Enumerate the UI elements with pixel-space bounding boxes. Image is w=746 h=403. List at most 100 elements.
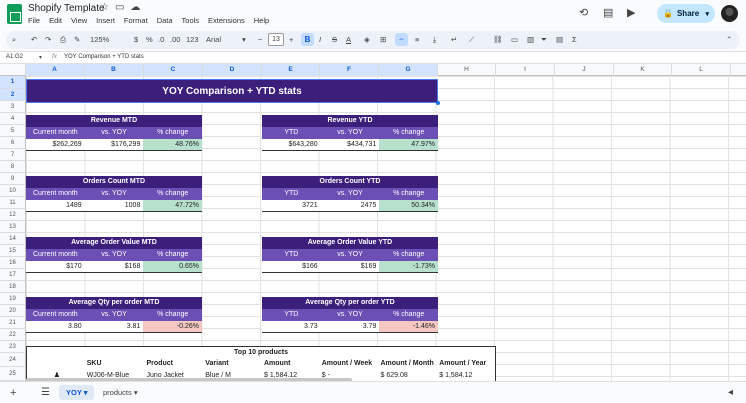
all-sheets-icon[interactable]: ☰	[41, 387, 50, 398]
table-cell[interactable]: $ 1,584.12	[264, 372, 298, 379]
block-title[interactable]: Revenue YTD	[262, 115, 438, 127]
row-header[interactable]: 8	[0, 161, 26, 173]
block-header[interactable]: % change	[157, 251, 189, 258]
font-select[interactable]: Arial	[206, 35, 222, 44]
block-value[interactable]: $176,299	[111, 141, 141, 148]
column-header[interactable]: L	[672, 64, 731, 76]
column-header[interactable]: C	[144, 64, 203, 76]
search-icon[interactable]: ⌕	[12, 35, 17, 44]
table-cell[interactable]: $ 629.08	[380, 372, 408, 379]
column-header[interactable]: F	[320, 64, 379, 76]
row-header[interactable]: 21	[0, 317, 26, 329]
column-header[interactable]: I	[496, 64, 555, 76]
block-header[interactable]: vs. YOY	[337, 311, 363, 318]
block-title[interactable]: Average Order Value YTD	[262, 237, 438, 249]
block-value[interactable]: $434,731	[347, 141, 377, 148]
column-header[interactable]: H	[438, 64, 496, 76]
strikethrough-button[interactable]: S	[332, 35, 338, 44]
block-header[interactable]: % change	[393, 311, 425, 318]
font-size-decrease-button[interactable]: −	[258, 35, 263, 44]
cloud-status-icon[interactable]: ☁	[130, 2, 147, 13]
history-icon[interactable]: ⟲	[579, 7, 589, 19]
row-header[interactable]: 10	[0, 185, 26, 197]
block-title[interactable]: Average Qty per order MTD	[26, 297, 202, 309]
block-header[interactable]: YTD	[284, 129, 299, 136]
product-image-icon[interactable]: ♟	[53, 372, 61, 379]
top10-header[interactable]: Product	[146, 360, 173, 367]
block-header[interactable]: % change	[157, 190, 189, 197]
column-header[interactable]: A	[26, 64, 84, 76]
block-change-value[interactable]: -0.26%	[143, 321, 203, 332]
table-cell[interactable]: Blue / M	[205, 372, 231, 379]
font-size-input[interactable]: 13	[268, 33, 284, 46]
insert-chart-icon[interactable]: ▥	[527, 35, 535, 44]
block-title[interactable]: Average Order Value MTD	[26, 237, 202, 249]
block-change-value[interactable]: 48.76%	[143, 139, 203, 150]
avatar[interactable]	[721, 5, 738, 22]
explore-icon[interactable]: ◂	[728, 387, 734, 398]
horizontal-scrollbar[interactable]	[26, 378, 352, 381]
meet-icon[interactable]: ▶	[627, 7, 636, 19]
top10-header[interactable]	[27, 358, 85, 370]
block-header[interactable]: Current month	[32, 129, 78, 136]
table-cell[interactable]: Juno Jacket	[146, 372, 184, 379]
block-value[interactable]: $169	[360, 263, 377, 270]
chevron-down-icon[interactable]: ▾	[39, 55, 43, 61]
block-header[interactable]: YTD	[284, 251, 299, 258]
borders-icon[interactable]: ⊞	[380, 35, 387, 44]
block-value[interactable]: 3.79	[362, 323, 377, 330]
top10-header[interactable]: Amount / Week	[321, 360, 373, 367]
block-header[interactable]: % change	[393, 190, 425, 197]
block-value[interactable]: $170	[66, 263, 82, 270]
column-header[interactable]: E	[262, 64, 320, 76]
comments-icon[interactable]: ▤	[603, 7, 614, 19]
column-header[interactable]: D	[203, 64, 262, 76]
block-header[interactable]: Current month	[32, 251, 78, 258]
add-sheet-icon[interactable]: +	[10, 387, 17, 399]
block-value[interactable]: $168	[124, 263, 141, 270]
menu-view[interactable]: View	[71, 16, 88, 25]
collapse-toolbar-icon[interactable]: ⌃	[726, 35, 733, 44]
chevron-down-icon[interactable]: ▾	[705, 10, 709, 18]
column-header[interactable]: B	[84, 64, 144, 76]
column-header[interactable]: J	[555, 64, 614, 76]
block-header[interactable]: vs. YOY	[101, 129, 127, 136]
menu-extensions[interactable]: Extensions	[208, 16, 245, 25]
italic-button[interactable]: I	[319, 35, 322, 44]
insert-comment-icon[interactable]: ▭	[511, 35, 519, 44]
block-header[interactable]: vs. YOY	[101, 251, 127, 258]
block-value[interactable]: $262,269	[52, 141, 82, 148]
block-change-value[interactable]: 47.72%	[143, 200, 203, 211]
decrease-decimal-button[interactable]: .0	[158, 35, 165, 44]
block-header[interactable]: % change	[393, 251, 425, 258]
insert-link-icon[interactable]: ⛓	[493, 35, 503, 44]
menu-edit[interactable]: Edit	[49, 16, 63, 25]
share-button[interactable]: 🔒 Share ▾	[657, 4, 715, 23]
print-icon[interactable]: ⎙	[60, 35, 66, 44]
block-change-value[interactable]: 50.34%	[379, 200, 439, 211]
row-header[interactable]: 7	[0, 149, 26, 161]
table-cell[interactable]: $ 1,584.12	[439, 372, 473, 379]
row-header[interactable]: 25	[0, 367, 26, 381]
row-header[interactable]: 2	[0, 89, 26, 101]
tab-products[interactable]: products ▾	[99, 385, 138, 400]
block-change-value[interactable]: 0.65%	[143, 261, 203, 272]
menu-help[interactable]: Help	[253, 16, 270, 25]
block-value[interactable]: 3.73	[304, 323, 318, 330]
name-box[interactable]: A1:G2	[6, 54, 24, 60]
move-folder-icon[interactable]: ▭	[114, 2, 131, 13]
percent-format-button[interactable]: %	[146, 35, 153, 44]
row-header[interactable]: 5	[0, 125, 26, 137]
row-header[interactable]: 12	[0, 209, 26, 221]
row-header[interactable]: 20	[0, 305, 26, 317]
table-cell[interactable]: WJ06-M-Blue	[86, 372, 130, 379]
row-header[interactable]: 16	[0, 257, 26, 269]
row-header[interactable]: 14	[0, 233, 26, 245]
row-header[interactable]: 17	[0, 269, 26, 281]
block-header[interactable]: YTD	[284, 311, 299, 318]
sheets-logo-icon[interactable]	[7, 4, 22, 24]
block-header[interactable]: % change	[157, 311, 189, 318]
menu-tools[interactable]: Tools	[181, 16, 200, 25]
block-header[interactable]: vs. YOY	[337, 190, 363, 197]
top10-title[interactable]: Top 10 products	[26, 346, 496, 358]
